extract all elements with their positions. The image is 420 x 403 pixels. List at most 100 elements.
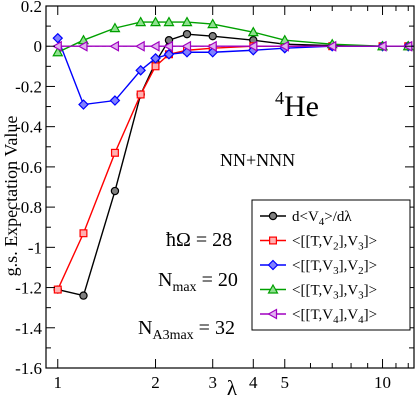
data-point <box>134 40 145 52</box>
nmax-label: Nmax = 20 <box>158 269 238 295</box>
data-point <box>136 90 145 99</box>
na3max-base: N <box>138 317 152 339</box>
legend-main: <[[T,V <box>292 307 333 323</box>
series-layer <box>52 16 414 300</box>
y-tick-label: -1 <box>28 238 42 257</box>
legend-sub: 2 <box>333 241 339 253</box>
y-tick-label: -1.6 <box>15 359 42 378</box>
data-point <box>53 285 62 294</box>
legend-sub: 4 <box>319 216 325 228</box>
x-tick-label: 4 <box>249 373 258 392</box>
data-point <box>326 40 337 52</box>
legend-main: d<V <box>292 209 319 225</box>
data-point <box>181 16 193 27</box>
legend-tail: ]> <box>364 283 377 299</box>
hbar-omega-label: ħΩ = 28 <box>166 229 232 251</box>
legend-sub2: 3 <box>358 241 364 253</box>
legend-sub2: 3 <box>358 290 364 302</box>
legend: d<V4>/dλ<[[T,V2],V3]><[[T,V3],V2]><[[T,V… <box>251 199 411 331</box>
x-tick-label: 2 <box>151 373 160 392</box>
na3max-label: NA3max = 32 <box>138 317 235 343</box>
legend-tail: ]> <box>364 307 377 323</box>
legend-label: <[[T,V4],V4]> <box>292 307 377 326</box>
data-point <box>150 52 161 64</box>
data-point <box>208 31 217 41</box>
legend-sub: 3 <box>333 290 339 302</box>
legend-mid: ],V <box>339 307 359 323</box>
data-point <box>376 40 387 52</box>
legend-sub: 4 <box>333 314 339 326</box>
legend-label: <[[T,V3],V3]> <box>292 283 377 302</box>
legend-marker <box>269 236 278 245</box>
data-point <box>79 291 88 300</box>
nmax-value: = 20 <box>197 269 238 291</box>
y-axis-title: g.s. Expectation Value <box>1 116 21 277</box>
ticks-layer: 1 2 3 4 5 10 -1.6 -1.4 -1.2 -1 -0.8 -0.6 -0.4 -0.2 0 0.… <box>15 0 414 392</box>
data-point <box>163 48 175 60</box>
data-point <box>181 40 192 52</box>
data-point <box>79 229 88 238</box>
y-tick-label: -0.6 <box>15 158 42 177</box>
y-tick-label: -0.8 <box>15 198 42 217</box>
series-3 <box>52 16 414 57</box>
legend-tail: ]> <box>364 234 377 250</box>
x-axis-title: λ <box>227 376 238 400</box>
data-point <box>163 40 174 52</box>
legend-marker <box>267 259 279 271</box>
nmax-base: N <box>158 269 172 291</box>
x-tick-label: 10 <box>374 373 391 392</box>
nucleus-symbol: He <box>284 90 319 123</box>
data-point <box>110 186 120 196</box>
legend-main: <[[T,V <box>292 258 333 274</box>
y-tick-label: -1.4 <box>15 319 42 338</box>
data-point <box>135 16 147 27</box>
y-tick-label: -1.2 <box>15 279 42 298</box>
nucleus-label: 4He <box>275 88 319 123</box>
data-point <box>207 18 219 29</box>
y-tick-label: 0 <box>34 37 43 56</box>
legend-main: <[[T,V <box>292 234 333 250</box>
nucleus-mass: 4 <box>275 88 284 108</box>
na3max-sub: A3max <box>152 328 193 343</box>
interaction-label: NN+NNN <box>220 150 295 170</box>
y-tick-label: -0.2 <box>15 77 42 96</box>
legend-sub2: 2 <box>358 265 364 277</box>
x-tick-label: 1 <box>54 373 63 392</box>
legend-label: <[[T,V3],V2]> <box>292 258 377 277</box>
legend-sub: 3 <box>333 265 339 277</box>
data-point <box>206 40 217 52</box>
series-line <box>57 37 409 106</box>
data-point <box>247 26 259 37</box>
x-tick-label: 5 <box>281 373 290 392</box>
legend-label: d<V4>/dλ <box>292 209 352 228</box>
legend-main: <[[T,V <box>292 283 333 299</box>
legend-marker <box>268 211 278 221</box>
legend-tail: ]> <box>364 258 377 274</box>
data-point <box>77 40 88 52</box>
legend-mid: ],V <box>339 234 359 250</box>
data-point <box>52 46 64 57</box>
data-point <box>52 32 64 44</box>
data-point <box>247 40 258 52</box>
nmax-sub: max <box>172 280 196 295</box>
series-4 <box>52 40 413 52</box>
data-point <box>109 22 121 33</box>
data-point <box>110 148 119 157</box>
legend-marker <box>267 283 279 294</box>
data-point <box>109 40 120 52</box>
na3max-value: = 32 <box>194 317 235 339</box>
legend-tail: >/dλ <box>324 209 352 225</box>
legend-marker <box>267 308 278 320</box>
data-point <box>149 40 160 52</box>
legend-mid: ],V <box>339 283 359 299</box>
data-point <box>151 62 160 71</box>
legend-label: <[[T,V2],V3]> <box>292 234 377 253</box>
y-tick-label: -0.4 <box>15 118 42 137</box>
data-point <box>149 16 162 27</box>
legend-sub2: 4 <box>358 314 364 326</box>
data-point <box>78 99 89 110</box>
data-point <box>52 40 62 52</box>
data-point <box>135 65 147 76</box>
x-tick-label: 3 <box>208 373 217 392</box>
